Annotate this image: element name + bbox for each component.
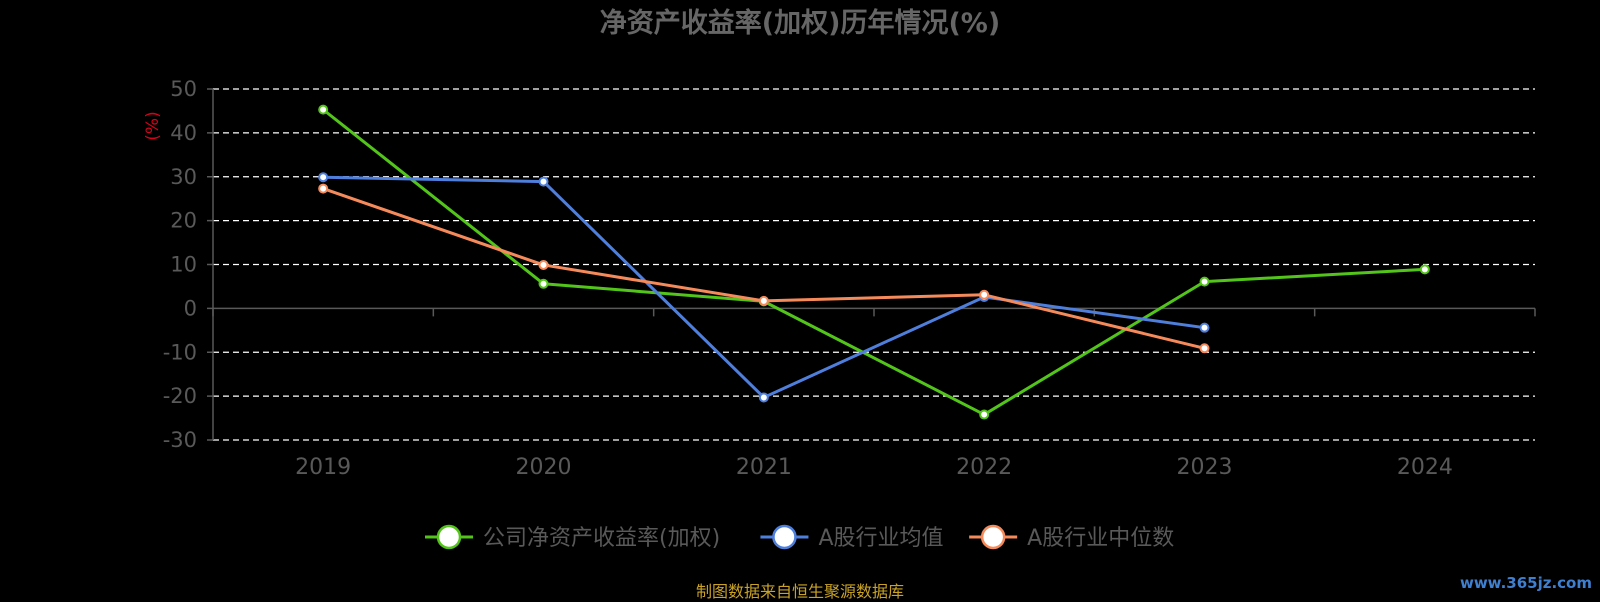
y-tick-label: 10 <box>170 253 197 277</box>
data-source-note: 制图数据来自恒生聚源数据库 <box>695 582 904 601</box>
legend-label: A股行业中位数 <box>1027 526 1174 551</box>
data-point[interactable] <box>538 278 549 289</box>
data-point[interactable] <box>1199 343 1210 354</box>
y-tick-label: 20 <box>170 209 197 233</box>
data-point[interactable] <box>1419 264 1430 275</box>
legend-marker <box>436 524 462 550</box>
x-tick-label: 2020 <box>516 455 572 480</box>
data-point[interactable] <box>318 172 329 183</box>
y-tick-label: -10 <box>163 340 197 364</box>
series-line-1 <box>322 108 1425 417</box>
legend[interactable]: 公司净资产收益率(加权) A股行业均值 A股行业中位数 <box>425 524 1174 551</box>
y-tick-label: 50 <box>170 77 197 101</box>
data-point[interactable] <box>538 176 549 187</box>
x-tick-label: 2021 <box>736 455 792 480</box>
legend-label: 公司净资产收益率(加权) <box>483 526 720 551</box>
x-tick-label: 2019 <box>295 455 351 480</box>
chart-title: 净资产收益率(加权)历年情况(%) <box>600 7 1000 39</box>
data-point[interactable] <box>979 289 990 300</box>
legend-label: A股行业均值 <box>818 526 943 551</box>
data-point[interactable] <box>318 104 329 115</box>
watermark-text: www.365jz.com <box>1459 574 1592 592</box>
x-tick-label: 2023 <box>1177 455 1233 480</box>
legend-item-1[interactable]: 公司净资产收益率(加权) <box>425 524 720 551</box>
y-axis-label: (%) <box>143 111 163 140</box>
legend-item-3[interactable]: A股行业中位数 <box>969 524 1174 551</box>
data-point[interactable] <box>758 392 769 403</box>
y-tick-label: 40 <box>170 121 197 145</box>
data-point[interactable] <box>538 259 549 270</box>
grid-lines <box>213 88 1535 441</box>
axes: 50 40 30 20 10 0 -10 -20 -30 2019 2020 2021 2022 2023… <box>163 77 1536 480</box>
data-point[interactable] <box>758 295 769 306</box>
legend-marker <box>980 524 1006 550</box>
x-tick-label: 2022 <box>956 455 1012 480</box>
x-tick-label: 2024 <box>1397 455 1453 480</box>
y-tick-label: -30 <box>163 428 197 452</box>
data-point[interactable] <box>318 183 329 194</box>
legend-marker <box>772 524 797 550</box>
data-point[interactable] <box>979 409 990 420</box>
series-lines <box>318 104 1430 420</box>
data-point[interactable] <box>1199 276 1210 287</box>
legend-item-2[interactable]: A股行业均值 <box>760 524 944 551</box>
y-tick-label: 30 <box>170 165 197 189</box>
data-point[interactable] <box>1199 322 1210 333</box>
y-tick-label: -20 <box>163 384 197 408</box>
y-tick-label: 0 <box>184 296 197 320</box>
series-line-2 <box>323 175 1205 399</box>
